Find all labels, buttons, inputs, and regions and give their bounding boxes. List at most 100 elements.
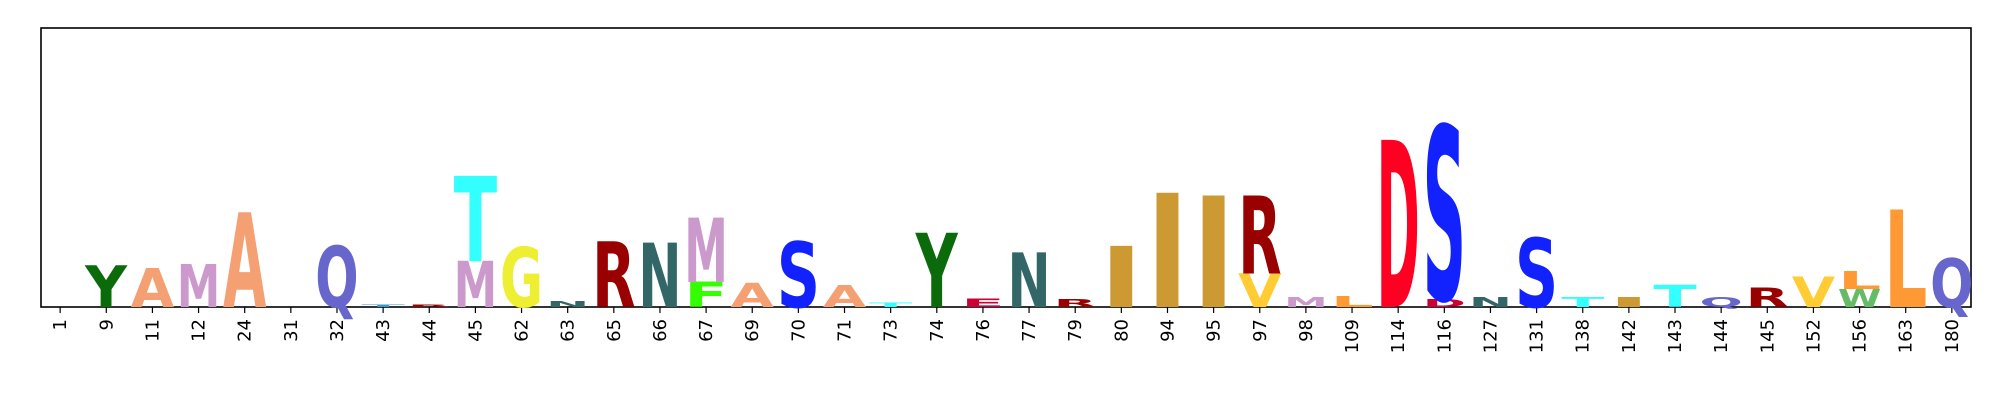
letter-group: I (1100, 229, 1143, 327)
letter-group: D (1376, 96, 1419, 362)
x-tick-label: 11 (142, 319, 163, 342)
logo-letter: T (1561, 294, 1605, 310)
logo-letter: A (131, 257, 175, 320)
letter-group: T (1653, 279, 1696, 315)
logo-letter: M (1284, 295, 1327, 311)
letter-group: L (1838, 266, 1881, 295)
logo-letter: M (454, 249, 497, 322)
x-tick-label: 76 (973, 319, 994, 342)
logo-letter: T (869, 302, 913, 309)
x-tick-label: 109 (1342, 319, 1363, 353)
logo-letter: V (1238, 265, 1282, 319)
logo-letter: Q (1699, 294, 1742, 310)
logo-letter: E (961, 296, 1004, 309)
letter-group: Q (1930, 246, 1973, 324)
logo-letter: N (1007, 238, 1050, 325)
logo-letter: N (638, 227, 681, 329)
letter-group: L (1330, 293, 1373, 311)
x-tick-label: 43 (373, 319, 394, 342)
letter-group: A (823, 279, 866, 315)
x-tick-label: 97 (1250, 319, 1271, 342)
logo-letter: A (823, 279, 866, 315)
letter-group: Q (1699, 294, 1742, 310)
x-tick-label: 156 (1850, 319, 1871, 353)
logo-letter: I (1192, 166, 1235, 344)
logo-letter: M (177, 253, 220, 321)
letter-group: S (777, 225, 820, 330)
letter-group: S (1423, 79, 1466, 357)
x-tick-label: 45 (465, 319, 486, 342)
x-tick-label: 163 (1896, 319, 1917, 353)
x-tick-label: 77 (1019, 319, 1040, 342)
logo-letter: G (500, 232, 543, 327)
letter-group: A (131, 257, 175, 320)
x-tick-label: 44 (419, 319, 440, 342)
x-tick-label: 98 (1296, 319, 1317, 342)
logo-letter: M (684, 202, 727, 303)
x-tick-label: 71 (835, 319, 856, 342)
plot-frame (40, 27, 1972, 308)
logo-letter: N (546, 300, 589, 309)
logo-letter: F (684, 276, 727, 316)
letter-group: M (454, 249, 497, 322)
letter-group: I (1607, 295, 1650, 311)
letter-group: N (1007, 238, 1050, 325)
logo-letter: V (1792, 268, 1836, 317)
letter-group: I (1192, 166, 1235, 344)
letter-group: I (1146, 162, 1189, 345)
x-tick-label: 66 (650, 319, 671, 342)
letter-group: Y (84, 254, 128, 321)
x-tick-label: 180 (1942, 319, 1963, 353)
logo-letter: Q (1930, 246, 1973, 324)
x-tick-label: 73 (881, 319, 902, 342)
logo-letter: D (1376, 96, 1419, 362)
letter-group: N (638, 227, 681, 329)
x-tick-label: 138 (1573, 319, 1594, 353)
x-tick-label: 143 (1665, 319, 1686, 353)
logo-letter: Y (915, 214, 958, 332)
x-tick-label: 80 (1111, 319, 1132, 342)
letter-group: Q (315, 230, 358, 328)
x-tick-label: 142 (1619, 319, 1640, 353)
logo-letter: Q (315, 230, 358, 328)
letter-group: Y (915, 214, 958, 332)
letter-group: V (1792, 268, 1836, 317)
x-tick-label: 144 (1711, 319, 1732, 353)
x-tick-label: 94 (1157, 319, 1178, 342)
letter-group: W (1838, 284, 1881, 313)
logo-letter: T (1653, 279, 1696, 315)
letter-group: T (869, 302, 913, 309)
logo-letter: T (454, 154, 497, 289)
logo-letter: R (1746, 283, 1789, 314)
letter-group: R (1238, 176, 1281, 300)
logo-letter: R (1054, 297, 1097, 309)
x-tick-label: 67 (696, 319, 717, 342)
logo-letter: W (1838, 284, 1881, 313)
logo-letter: I (1100, 229, 1143, 327)
x-tick-label: 1 (50, 319, 71, 330)
logo-letter: R (1238, 176, 1281, 300)
logo-letter: L (1838, 266, 1881, 295)
x-tick-label: 65 (604, 319, 625, 342)
logo-letter: L (1884, 183, 1927, 339)
x-tick-label: 70 (788, 319, 809, 342)
letter-group: S (1515, 218, 1558, 329)
letter-group: M (684, 202, 727, 303)
letter-group: R (1746, 283, 1789, 314)
x-tick-label: 62 (512, 319, 533, 342)
x-tick-label: 32 (327, 319, 348, 342)
x-tick-label: 145 (1757, 319, 1778, 353)
letter-group: G (500, 232, 543, 327)
x-tick-label: 63 (558, 319, 579, 342)
logo-letter: L (1330, 293, 1373, 311)
letter-group: R (1054, 297, 1097, 309)
letter-group: T (361, 303, 405, 307)
logo-letter: I (1146, 162, 1189, 345)
logo-letter: I (1607, 295, 1650, 311)
x-tick-label: 74 (927, 319, 948, 342)
logo-letter: A (223, 186, 266, 338)
letter-group: R (592, 223, 635, 328)
logo-letter: R (592, 223, 635, 328)
logo-letter: D (1423, 297, 1466, 309)
